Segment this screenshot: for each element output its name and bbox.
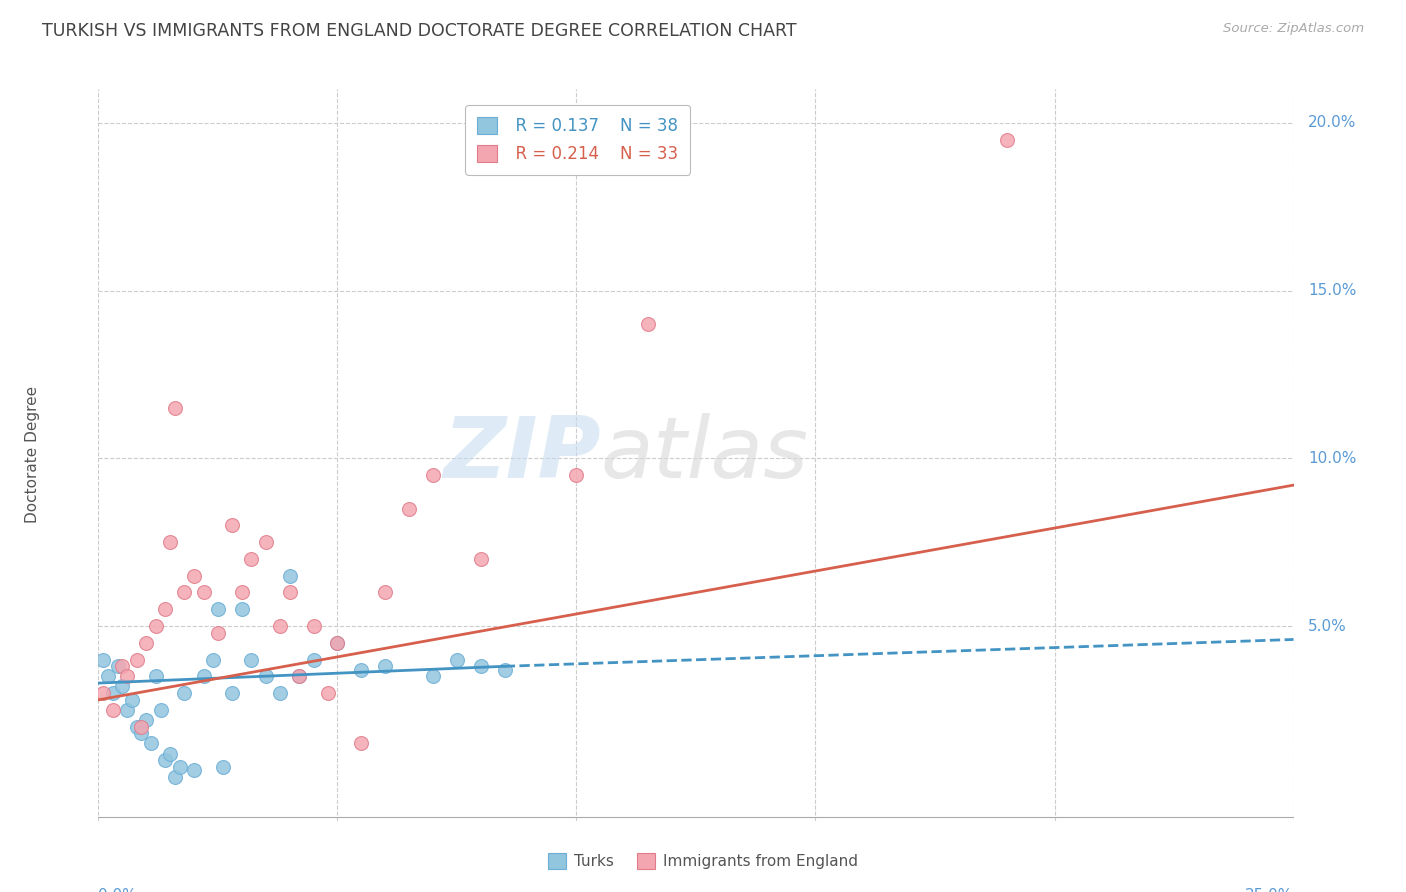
- Point: [254, 535, 277, 549]
- Point: [202, 652, 225, 666]
- Point: [350, 663, 373, 677]
- Point: [288, 669, 311, 683]
- Point: [446, 652, 468, 666]
- Point: [121, 693, 143, 707]
- Point: [278, 568, 301, 582]
- Text: atlas: atlas: [600, 413, 808, 497]
- Point: [374, 659, 396, 673]
- Point: [350, 736, 373, 750]
- Point: [565, 468, 588, 483]
- Point: [269, 686, 291, 700]
- Point: [326, 636, 349, 650]
- Text: 15.0%: 15.0%: [1308, 283, 1357, 298]
- Point: [231, 585, 253, 599]
- Point: [207, 602, 229, 616]
- Point: [101, 703, 124, 717]
- Point: [91, 652, 114, 666]
- Text: 25.0%: 25.0%: [1246, 888, 1294, 892]
- Point: [111, 680, 134, 694]
- Point: [169, 760, 191, 774]
- Point: [145, 669, 167, 683]
- Point: [995, 132, 1018, 146]
- Text: 5.0%: 5.0%: [1308, 618, 1347, 633]
- Legend:   R = 0.137    N = 38,   R = 0.214    N = 33: R = 0.137 N = 38, R = 0.214 N = 33: [465, 105, 690, 175]
- Text: 20.0%: 20.0%: [1308, 115, 1357, 130]
- Point: [269, 619, 291, 633]
- Point: [149, 703, 172, 717]
- Point: [159, 747, 181, 761]
- Text: Source: ZipAtlas.com: Source: ZipAtlas.com: [1223, 22, 1364, 36]
- Text: TURKISH VS IMMIGRANTS FROM ENGLAND DOCTORATE DEGREE CORRELATION CHART: TURKISH VS IMMIGRANTS FROM ENGLAND DOCTO…: [42, 22, 797, 40]
- Point: [115, 703, 138, 717]
- Point: [398, 501, 420, 516]
- Point: [288, 669, 311, 683]
- Point: [231, 602, 253, 616]
- Point: [470, 552, 492, 566]
- Point: [374, 585, 396, 599]
- Point: [101, 686, 124, 700]
- Point: [145, 619, 167, 633]
- Point: [221, 518, 243, 533]
- Point: [135, 636, 157, 650]
- Point: [326, 636, 349, 650]
- Text: ZIP: ZIP: [443, 413, 600, 497]
- Point: [131, 726, 153, 740]
- Text: Doctorate Degree: Doctorate Degree: [25, 386, 41, 524]
- Text: 0.0%: 0.0%: [98, 888, 138, 892]
- Point: [221, 686, 243, 700]
- Point: [240, 552, 263, 566]
- Point: [254, 669, 277, 683]
- Point: [115, 669, 138, 683]
- Point: [159, 535, 181, 549]
- Point: [422, 468, 444, 483]
- Point: [135, 713, 157, 727]
- Point: [193, 669, 215, 683]
- Point: [278, 585, 301, 599]
- Point: [155, 602, 177, 616]
- Point: [155, 753, 177, 767]
- Point: [494, 663, 516, 677]
- Point: [637, 317, 659, 331]
- Point: [111, 659, 134, 673]
- Point: [131, 720, 153, 734]
- Legend: Turks, Immigrants from England: Turks, Immigrants from England: [543, 847, 863, 875]
- Point: [91, 686, 114, 700]
- Point: [302, 619, 325, 633]
- Point: [422, 669, 444, 683]
- Point: [211, 760, 233, 774]
- Point: [207, 625, 229, 640]
- Point: [470, 659, 492, 673]
- Point: [183, 568, 205, 582]
- Point: [107, 659, 129, 673]
- Point: [125, 652, 148, 666]
- Point: [97, 669, 120, 683]
- Point: [163, 770, 186, 784]
- Point: [193, 585, 215, 599]
- Point: [316, 686, 339, 700]
- Point: [240, 652, 263, 666]
- Point: [302, 652, 325, 666]
- Text: 10.0%: 10.0%: [1308, 450, 1357, 466]
- Point: [173, 686, 195, 700]
- Point: [183, 764, 205, 778]
- Point: [139, 736, 162, 750]
- Point: [173, 585, 195, 599]
- Point: [163, 401, 186, 415]
- Point: [125, 720, 148, 734]
